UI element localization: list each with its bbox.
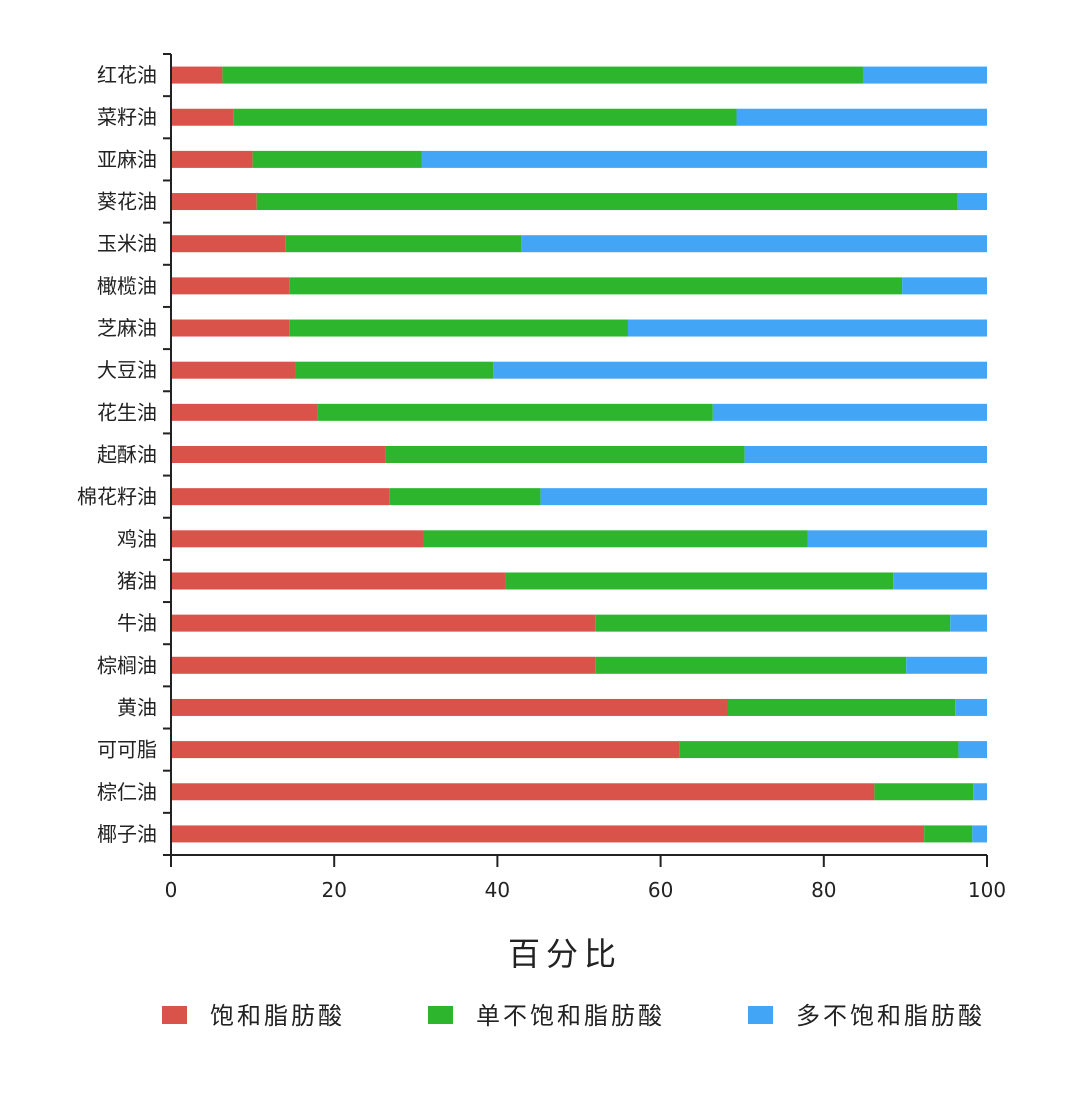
bar-segment-1-14 — [171, 614, 596, 632]
category-label: 菜籽油 — [97, 105, 157, 129]
bar-segment-3-10 — [744, 446, 987, 463]
bar-segment-1-5 — [171, 235, 286, 253]
category-label: 葵花油 — [97, 190, 157, 214]
legend-swatch — [428, 1006, 453, 1024]
bar-segment-1-16 — [171, 698, 728, 716]
bar-segment-3-15 — [906, 656, 987, 674]
legend-label: 单不饱和脂肪酸 — [476, 1002, 665, 1030]
bar-segment-1-4 — [171, 193, 257, 211]
bar-segment-1-2 — [171, 108, 234, 126]
x-tick-label: 20 — [321, 878, 346, 902]
bar-segment-3-17 — [958, 741, 987, 759]
x-tick-label: 60 — [648, 878, 673, 902]
bar-segment-2-6 — [289, 277, 903, 295]
bar-segment-3-5 — [521, 235, 987, 253]
bar-segment-3-1 — [862, 66, 987, 84]
x-tick-label: 0 — [165, 878, 178, 902]
bar-segment-1-12 — [171, 530, 424, 548]
bar-segment-2-16 — [727, 698, 956, 716]
bar-segment-2-7 — [289, 319, 628, 337]
bar-segment-3-4 — [957, 193, 987, 211]
bar-segment-1-3 — [171, 150, 253, 168]
bar-segment-2-10 — [385, 446, 745, 463]
bar-segment-2-12 — [423, 530, 808, 548]
category-label: 红花油 — [97, 63, 157, 87]
bar-segment-2-15 — [595, 656, 907, 674]
category-label: 黄油 — [117, 695, 157, 719]
x-tick-label: 40 — [485, 878, 510, 902]
category-label: 亚麻油 — [97, 147, 157, 171]
category-label: 大豆油 — [97, 358, 157, 382]
bar-segment-1-17 — [171, 741, 680, 759]
category-label: 棕榈油 — [97, 653, 157, 677]
bar-segment-3-11 — [540, 488, 987, 506]
category-label: 可可脂 — [97, 738, 157, 762]
legend: 饱和脂肪酸 单不饱和脂肪酸 多不饱和脂肪酸 — [162, 1002, 985, 1030]
bar-segment-3-3 — [421, 150, 988, 168]
x-axis-title: 百分比 — [508, 935, 622, 973]
category-label: 椰子油 — [97, 822, 157, 846]
bar-segment-1-7 — [171, 319, 290, 337]
category-label: 猪油 — [117, 569, 157, 593]
bar-segment-1-1 — [171, 66, 223, 84]
bar-segment-2-4 — [256, 193, 958, 211]
legend-label: 饱和脂肪酸 — [210, 1002, 345, 1030]
bar-segment-2-14 — [595, 614, 951, 632]
bar-segment-2-17 — [679, 741, 959, 759]
bar-segment-2-19 — [924, 825, 973, 843]
bar-segment-3-13 — [893, 572, 987, 590]
bars-layer — [171, 66, 988, 843]
category-label: 棕仁油 — [97, 780, 157, 804]
category-label: 橄榄油 — [97, 274, 157, 298]
bar-segment-1-11 — [171, 488, 390, 506]
category-label: 起酥油 — [97, 443, 157, 467]
bar-segment-3-9 — [712, 403, 987, 421]
bar-segment-1-8 — [171, 361, 296, 379]
labels-layer: 红花油菜籽油亚麻油葵花油玉米油橄榄油芝麻油大豆油花生油起酥油棉花籽油鸡油猪油牛油… — [77, 63, 1006, 902]
bar-segment-2-9 — [317, 403, 713, 421]
category-label: 花生油 — [97, 400, 157, 424]
bar-segment-2-2 — [233, 108, 737, 126]
bar-segment-3-8 — [493, 361, 987, 379]
bar-segment-3-14 — [950, 614, 987, 632]
bar-segment-3-7 — [627, 319, 987, 337]
x-tick-label: 100 — [968, 878, 1006, 902]
bar-segment-2-5 — [285, 235, 522, 253]
bar-segment-1-6 — [171, 277, 290, 295]
bar-segment-3-12 — [807, 530, 987, 548]
bar-segment-2-13 — [505, 572, 894, 590]
bar-segment-2-8 — [295, 361, 494, 379]
bar-segment-1-13 — [171, 572, 506, 590]
bar-segment-3-6 — [902, 277, 987, 295]
category-label: 芝麻油 — [97, 316, 157, 340]
category-label: 牛油 — [117, 611, 157, 635]
legend-label: 多不饱和脂肪酸 — [796, 1002, 985, 1030]
bar-segment-2-1 — [222, 66, 863, 84]
bar-segment-3-16 — [955, 698, 987, 716]
category-label: 棉花籽油 — [77, 485, 157, 509]
category-label: 鸡油 — [117, 527, 157, 551]
axes-layer — [163, 53, 988, 867]
bar-segment-1-19 — [171, 825, 925, 843]
bar-segment-2-3 — [252, 150, 422, 168]
bar-segment-2-18 — [874, 783, 974, 801]
bar-segment-1-10 — [171, 446, 386, 463]
legend-swatch — [748, 1006, 773, 1024]
bar-segment-1-15 — [171, 656, 596, 674]
legend-swatch — [162, 1006, 187, 1024]
category-label: 玉米油 — [97, 232, 157, 256]
bar-segment-1-18 — [171, 783, 875, 801]
bar-segment-3-18 — [973, 783, 987, 801]
bar-segment-1-9 — [171, 403, 318, 421]
bar-segment-3-2 — [736, 108, 987, 126]
bar-segment-2-11 — [389, 488, 541, 506]
x-tick-label: 80 — [811, 878, 836, 902]
bar-segment-3-19 — [972, 825, 987, 843]
